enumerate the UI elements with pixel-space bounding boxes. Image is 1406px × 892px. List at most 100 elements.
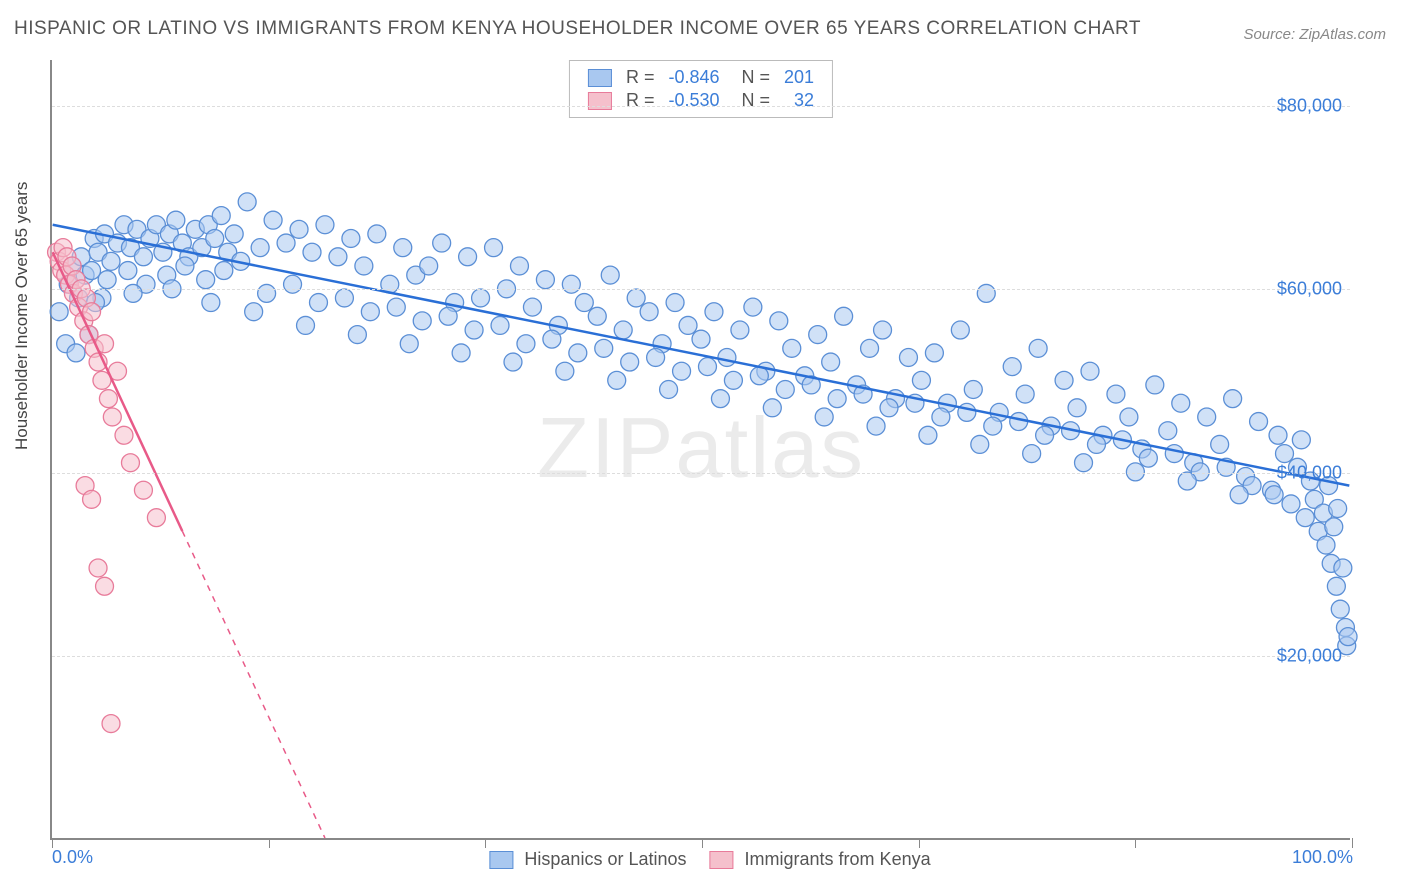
data-point: [342, 230, 360, 248]
source-label: Source: ZipAtlas.com: [1243, 26, 1386, 43]
data-point: [828, 390, 846, 408]
data-point: [1198, 408, 1216, 426]
data-point: [491, 316, 509, 334]
swatch-series1: [588, 69, 612, 87]
data-point: [176, 257, 194, 275]
data-point: [277, 234, 295, 252]
data-point: [98, 271, 116, 289]
ytick-label: $60,000: [1277, 279, 1342, 300]
gridline: [52, 656, 1350, 657]
data-point: [251, 239, 269, 257]
xtick-label: 0.0%: [52, 847, 93, 868]
regression-line: [53, 225, 1350, 486]
regression-line-extrapolated: [182, 531, 325, 838]
data-point: [536, 271, 554, 289]
n-value-1: 201: [778, 67, 820, 88]
r-value-1: -0.846: [662, 67, 725, 88]
data-point: [1276, 445, 1294, 463]
y-axis-label: Householder Income Over 65 years: [12, 182, 32, 450]
data-point: [861, 339, 879, 357]
data-point: [932, 408, 950, 426]
data-point: [258, 284, 276, 302]
xtick-label: 100.0%: [1292, 847, 1353, 868]
data-point: [744, 298, 762, 316]
ytick-label: $20,000: [1277, 646, 1342, 667]
data-point: [121, 454, 139, 472]
data-point: [614, 321, 632, 339]
data-point: [504, 353, 522, 371]
legend-label-1: Hispanics or Latinos: [524, 849, 686, 869]
data-point: [647, 348, 665, 366]
data-point: [1269, 426, 1287, 444]
data-point: [971, 435, 989, 453]
data-point: [1178, 472, 1196, 490]
data-point: [225, 225, 243, 243]
chart-svg: [52, 60, 1350, 838]
data-point: [919, 426, 937, 444]
data-point: [783, 339, 801, 357]
data-point: [290, 220, 308, 238]
data-point: [517, 335, 535, 353]
data-point: [264, 211, 282, 229]
data-point: [951, 321, 969, 339]
data-point: [485, 239, 503, 257]
data-point: [400, 335, 418, 353]
ytick-label: $80,000: [1277, 95, 1342, 116]
data-point: [562, 275, 580, 293]
data-point: [202, 294, 220, 312]
data-point: [770, 312, 788, 330]
data-point: [83, 490, 101, 508]
data-point: [303, 243, 321, 261]
n-value-2: 32: [778, 90, 820, 111]
data-point: [1055, 371, 1073, 389]
data-point: [83, 262, 101, 280]
data-point: [1146, 376, 1164, 394]
data-point: [569, 344, 587, 362]
data-point: [750, 367, 768, 385]
swatch-bottom-2: [710, 851, 734, 869]
data-point: [355, 257, 373, 275]
data-point: [1036, 426, 1054, 444]
legend-row-series2: R = -0.530 N = 32: [582, 90, 820, 111]
data-point: [452, 344, 470, 362]
data-point: [119, 262, 137, 280]
data-point: [1029, 339, 1047, 357]
data-point: [711, 390, 729, 408]
data-point: [1023, 445, 1041, 463]
data-point: [1339, 628, 1357, 646]
data-point: [1126, 463, 1144, 481]
data-point: [1327, 577, 1345, 595]
data-point: [1172, 394, 1190, 412]
data-point: [776, 381, 794, 399]
data-point: [1282, 495, 1300, 513]
data-point: [1250, 413, 1268, 431]
data-point: [368, 225, 386, 243]
data-point: [835, 307, 853, 325]
data-point: [666, 294, 684, 312]
data-point: [348, 326, 366, 344]
data-point: [238, 193, 256, 211]
data-point: [115, 426, 133, 444]
data-point: [96, 577, 114, 595]
xtick: [919, 838, 920, 848]
data-point: [543, 330, 561, 348]
data-point: [212, 207, 230, 225]
data-point: [705, 303, 723, 321]
data-point: [925, 344, 943, 362]
data-point: [867, 417, 885, 435]
data-point: [147, 509, 165, 527]
data-point: [310, 294, 328, 312]
data-point: [1329, 500, 1347, 518]
data-point: [595, 339, 613, 357]
swatch-series2: [588, 92, 612, 110]
data-point: [316, 216, 334, 234]
data-point: [1159, 422, 1177, 440]
data-point: [1016, 385, 1034, 403]
data-point: [880, 399, 898, 417]
data-point: [912, 371, 930, 389]
data-point: [608, 371, 626, 389]
data-point: [439, 307, 457, 325]
data-point: [958, 403, 976, 421]
data-point: [134, 481, 152, 499]
data-point: [718, 348, 736, 366]
